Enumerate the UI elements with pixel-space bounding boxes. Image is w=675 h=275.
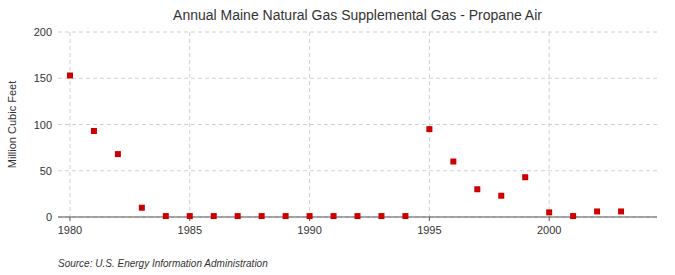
point [378,213,384,219]
point [618,208,624,214]
y-grid-line [58,78,657,79]
grid [58,32,657,217]
x-grid-line [189,32,190,217]
chart-container: Annual Maine Natural Gas Supplemental Ga… [0,0,675,275]
point [139,205,145,211]
y-tick-label: 150 [34,72,52,84]
point [402,213,408,219]
source-note: Source: U.S. Energy Information Administ… [58,258,268,269]
chart-svg: Annual Maine Natural Gas Supplemental Ga… [0,0,675,275]
x-grid-line [69,32,70,217]
x-grid-line [549,32,550,217]
point [259,213,265,219]
point [546,209,552,215]
y-grid-line [58,170,657,171]
y-grid-line [58,32,657,33]
y-tick-label: 0 [46,211,52,223]
y-grid-line [58,124,657,125]
x-tick-label: 2000 [537,224,561,236]
point [570,213,576,219]
point [474,186,480,192]
point [498,193,504,199]
y-axis-label: Million Cubic Feet [6,81,18,168]
point [67,72,73,78]
point [331,213,337,219]
point [355,213,361,219]
point [283,213,289,219]
point [115,151,121,157]
y-tick-label: 50 [40,165,52,177]
x-grid-line [309,32,310,217]
x-tick [549,217,550,221]
point [594,208,600,214]
x-tick-label: 1980 [58,224,82,236]
point [163,213,169,219]
points [67,72,624,219]
point [91,128,97,134]
point [187,213,193,219]
x-tick [69,217,70,221]
x-tick-label: 1985 [178,224,202,236]
point [522,174,528,180]
point [307,213,313,219]
point [450,159,456,165]
x-tick-label: 1995 [417,224,441,236]
point [426,126,432,132]
x-grid-line [429,32,430,217]
y-tick-label: 100 [34,119,52,131]
point [235,213,241,219]
title: Annual Maine Natural Gas Supplemental Ga… [173,7,542,23]
y-tick-label: 200 [34,26,52,38]
x-tick-label: 1990 [297,224,321,236]
point [211,213,217,219]
x-tick [429,217,430,221]
